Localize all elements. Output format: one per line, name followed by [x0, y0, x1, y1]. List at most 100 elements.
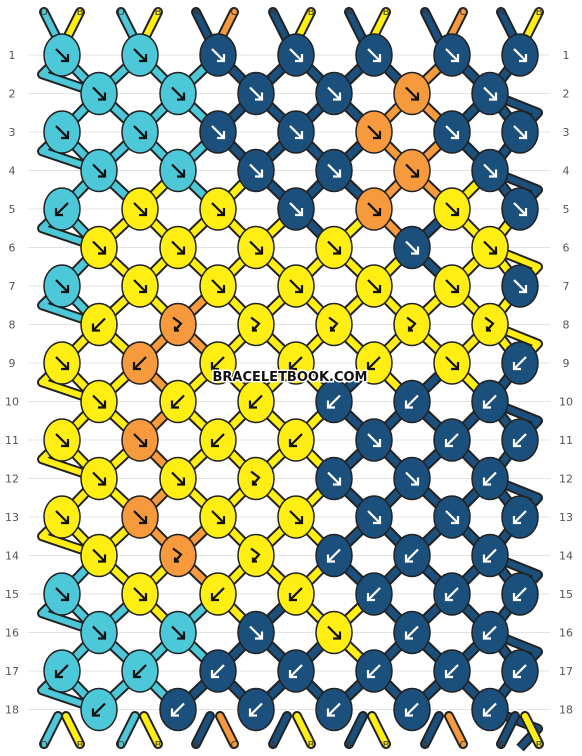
arrow-head-icon [451, 208, 460, 217]
arrow-down-right-icon [249, 240, 263, 255]
knot [43, 264, 81, 308]
arrow-down-right-icon [513, 125, 527, 139]
knot [121, 264, 159, 308]
arrow-down-left-icon [367, 664, 381, 678]
row-number-right: 4 [563, 165, 570, 178]
arrow-head-icon [61, 362, 70, 371]
knot [355, 187, 393, 231]
arrow-head-icon [251, 326, 257, 332]
strand-letter-bottom: C [231, 740, 238, 751]
arrow-head-icon [170, 400, 179, 409]
row-number-left: 2 [9, 88, 16, 101]
arrow-down-left-icon [289, 587, 303, 601]
row-number-left: 14 [5, 550, 19, 563]
arrow-down-left-icon [405, 394, 419, 409]
arrow-head-icon [98, 554, 107, 563]
knot [433, 110, 471, 154]
knot [237, 379, 275, 424]
arrow-head-icon [333, 92, 342, 101]
arrow-down-left-icon [211, 356, 225, 370]
arrow-head-icon [132, 362, 141, 371]
arrow-head-icon [333, 631, 342, 640]
strand-tail-bottom [346, 713, 366, 747]
arrow-down-right-icon [445, 48, 459, 62]
arrow-head-icon [295, 516, 304, 525]
arrow-down-right-icon [211, 48, 225, 62]
arrow-head-icon [288, 362, 297, 371]
strand-letter-bottom: A [270, 740, 277, 751]
arrow-down-left-icon [289, 356, 303, 370]
arrow-down-left-icon [55, 202, 69, 216]
arrow-head-icon [519, 208, 528, 217]
arrow-down-left-icon [55, 664, 69, 678]
arrow-down-left-icon [405, 625, 419, 640]
knot [501, 110, 539, 154]
knot [80, 71, 118, 116]
knot [43, 110, 81, 154]
arrow-down-right-icon [211, 202, 225, 216]
arrow-head-icon [139, 131, 148, 140]
arrow-down-right-icon [133, 433, 147, 447]
knot-body [237, 533, 275, 578]
arrow-down-right-icon [211, 125, 225, 139]
arrow-head-icon [373, 439, 382, 448]
arrow-head-icon [404, 554, 413, 563]
arrow-down-right-icon [367, 510, 381, 524]
arrow-down-right-icon [92, 471, 106, 486]
arrow-down-right-icon [327, 163, 341, 178]
knot [199, 341, 237, 385]
arrow-head-icon [139, 516, 148, 525]
arrow-down-left-icon [513, 664, 527, 678]
knot [237, 225, 275, 270]
knot [237, 610, 275, 655]
knot [433, 572, 471, 616]
knot [315, 610, 353, 655]
arrow-down-right-icon [405, 240, 419, 255]
strand-letter-bottom: A [498, 740, 505, 751]
arrow-down-right-icon [133, 510, 147, 524]
arrow-head-icon [512, 516, 521, 525]
knot [43, 33, 81, 77]
knot-body [159, 302, 197, 347]
knot [393, 533, 431, 578]
knot [199, 649, 237, 693]
arrow-down-right-icon [249, 625, 263, 640]
knot [393, 71, 431, 116]
arrow-head-icon [482, 400, 491, 409]
arrow-down-left-icon [249, 702, 263, 717]
arrow-down-right-icon [55, 125, 69, 139]
arrow-head-icon [177, 92, 186, 101]
arrow-down-right-icon [289, 125, 303, 139]
arrow-down-left-icon [405, 702, 419, 717]
knot [355, 110, 393, 154]
arrow-head-icon [411, 92, 420, 101]
arrow-head-icon [217, 285, 226, 294]
arrow-down-right-icon [249, 163, 263, 178]
knot [501, 418, 539, 462]
arrow-down-right-icon [92, 625, 106, 640]
row-number-right: 3 [563, 126, 570, 139]
knot [355, 572, 393, 616]
arrow-head-icon [411, 477, 420, 486]
arrow-head-icon [61, 131, 70, 140]
arrow-down-right-icon [171, 240, 185, 255]
knot [315, 225, 353, 270]
knot [501, 264, 539, 308]
arrow-head-icon [288, 439, 297, 448]
arrow-down-left-icon [405, 548, 419, 563]
knot [355, 33, 393, 77]
row-number-right: 6 [563, 242, 570, 255]
knot [501, 495, 539, 539]
knot [315, 687, 353, 732]
arrow-head-icon [489, 169, 498, 178]
arrow-head-icon [295, 285, 304, 294]
arrow-down-right-icon [327, 86, 341, 101]
strand-letter-bottom: B [155, 740, 162, 751]
knot [43, 495, 81, 539]
arrow-head-icon [373, 131, 382, 140]
arrow-down-left-icon [483, 394, 497, 409]
arrow-down-right-icon [289, 279, 303, 293]
arrow-down-left-icon [483, 625, 497, 640]
arrow-head-icon [61, 54, 70, 63]
